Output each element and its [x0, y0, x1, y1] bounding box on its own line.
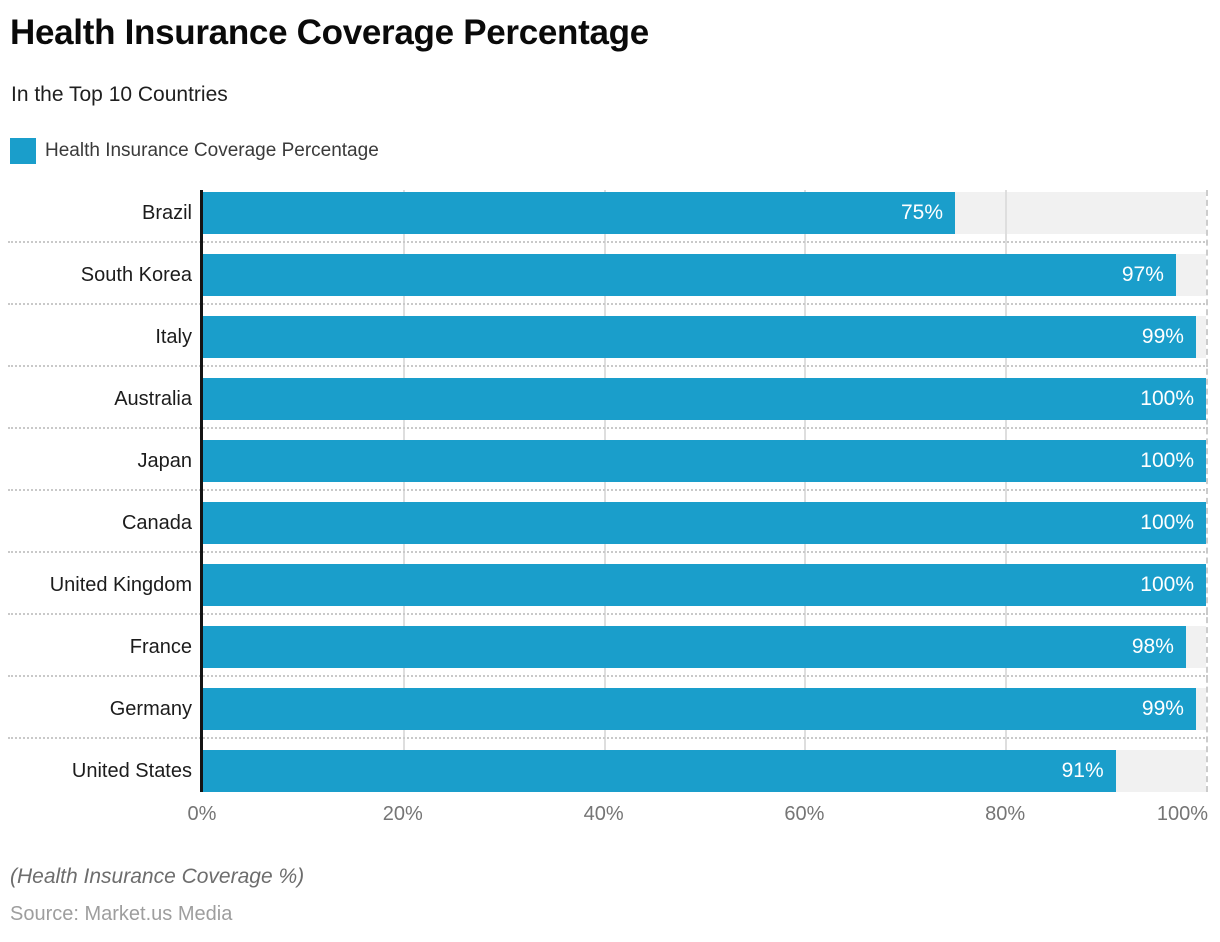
category-label: Australia	[114, 387, 192, 410]
bar-value-label: 98%	[1131, 635, 1174, 658]
chart-title: Health Insurance Coverage Percentage	[10, 13, 649, 52]
bar: 99%	[202, 688, 1196, 730]
bar-value-label: 100%	[1140, 511, 1194, 534]
bar: 100%	[202, 502, 1206, 544]
row-separator	[8, 489, 1208, 491]
bar: 97%	[202, 254, 1176, 296]
gridline	[804, 190, 807, 792]
category-label: United States	[71, 759, 192, 782]
gridline	[603, 190, 606, 792]
legend-label: Health Insurance Coverage Percentage	[45, 140, 379, 161]
category-label: United Kingdom	[49, 573, 192, 596]
bar-row: Italy 99%	[0, 314, 1208, 376]
bar: 98%	[202, 626, 1186, 668]
bar: 100%	[202, 378, 1206, 420]
bar-row: Canada 100%	[0, 500, 1208, 562]
x-tick-label: 100%	[1156, 803, 1208, 825]
gridline	[1005, 190, 1008, 792]
bar-chart: Brazil 75% South Korea 97% Italy 99% Australia…	[0, 190, 1220, 850]
category-label: South Korea	[80, 263, 192, 286]
category-label: Japan	[137, 449, 193, 472]
bar: 100%	[202, 564, 1206, 606]
bar-row: Brazil 75%	[0, 190, 1208, 252]
row-separator	[8, 241, 1208, 243]
bar-row: Germany 99%	[0, 686, 1208, 748]
chart-subtitle: In the Top 10 Countries	[11, 83, 228, 106]
bar-value-label: 100%	[1140, 573, 1194, 596]
bar-value-label: 91%	[1061, 759, 1104, 782]
bar-value-label: 100%	[1140, 449, 1194, 472]
bar-value-label: 99%	[1141, 697, 1184, 720]
bar-value-label: 75%	[900, 201, 943, 224]
bar-row: France 98%	[0, 624, 1208, 686]
row-separator	[8, 365, 1208, 367]
grid-endline	[1206, 190, 1208, 792]
row-separator	[8, 551, 1208, 553]
category-label: Germany	[109, 697, 192, 720]
row-separator	[8, 737, 1208, 739]
row-separator	[8, 675, 1208, 677]
bar-row: South Korea 97%	[0, 252, 1208, 314]
x-tick-label: 60%	[784, 803, 825, 825]
x-tick-label: 40%	[583, 803, 624, 825]
row-separator	[8, 427, 1208, 429]
bar: 99%	[202, 316, 1196, 358]
axis-unit-note: (Health Insurance Coverage %)	[10, 865, 305, 888]
legend: Health Insurance Coverage Percentage	[10, 138, 379, 164]
category-label: Italy	[155, 325, 192, 348]
bar-row: United States 91%	[0, 748, 1208, 810]
bar: 91%	[202, 750, 1116, 792]
row-separator	[8, 303, 1208, 305]
y-axis-line	[200, 190, 203, 792]
bar-value-label: 97%	[1121, 263, 1164, 286]
bar-row: Australia 100%	[0, 376, 1208, 438]
x-tick-label: 20%	[382, 803, 423, 825]
source-credit: Source: Market.us Media	[10, 903, 233, 925]
bar: 75%	[202, 192, 955, 234]
gridline	[402, 190, 405, 792]
bar-row: United Kingdom 100%	[0, 562, 1208, 624]
x-tick-label: 80%	[985, 803, 1026, 825]
category-label: France	[129, 635, 192, 658]
bar: 100%	[202, 440, 1206, 482]
x-tick-label: 0%	[187, 803, 217, 825]
bar-value-label: 100%	[1140, 387, 1194, 410]
row-separator	[8, 613, 1208, 615]
bar-value-label: 99%	[1141, 325, 1184, 348]
category-label: Canada	[121, 511, 192, 534]
legend-swatch-icon	[10, 138, 36, 164]
category-label: Brazil	[141, 201, 192, 224]
bar-row: Japan 100%	[0, 438, 1208, 500]
